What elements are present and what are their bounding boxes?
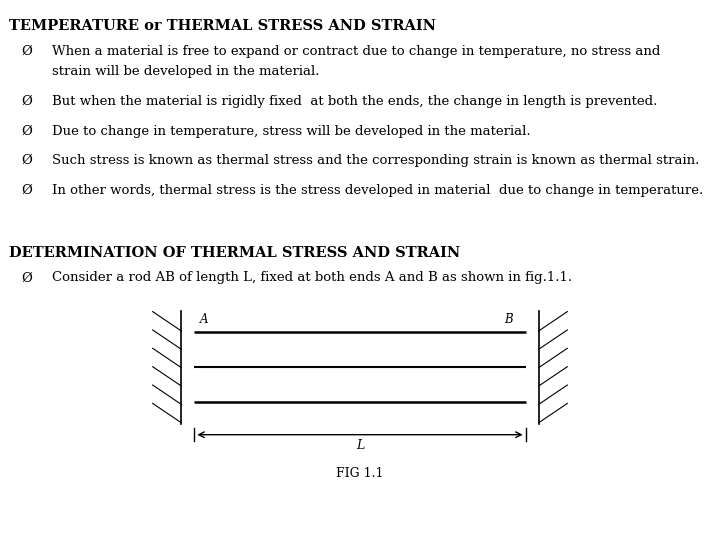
Text: FIG 1.1: FIG 1.1 [336, 467, 384, 480]
Text: Due to change in temperature, stress will be developed in the material.: Due to change in temperature, stress wil… [52, 125, 531, 138]
Text: Ø: Ø [22, 154, 32, 167]
Text: Ø: Ø [22, 125, 32, 138]
Text: A: A [200, 313, 209, 326]
Text: Ø: Ø [22, 184, 32, 197]
Text: Ø: Ø [22, 95, 32, 108]
Text: B: B [504, 313, 513, 326]
Text: TEMPERATURE or THERMAL STRESS AND STRAIN: TEMPERATURE or THERMAL STRESS AND STRAIN [9, 19, 436, 33]
Text: L: L [356, 439, 364, 452]
Text: But when the material is rigidly fixed  at both the ends, the change in length i: But when the material is rigidly fixed a… [52, 95, 657, 108]
Text: strain will be developed in the material.: strain will be developed in the material… [52, 65, 320, 78]
Text: In other words, thermal stress is the stress developed in material  due to chang: In other words, thermal stress is the st… [52, 184, 703, 197]
Text: Consider a rod AB of length L, fixed at both ends A and B as shown in fig.1.1.: Consider a rod AB of length L, fixed at … [52, 272, 572, 285]
Text: Such stress is known as thermal stress and the corresponding strain is known as : Such stress is known as thermal stress a… [52, 154, 699, 167]
Text: When a material is free to expand or contract due to change in temperature, no s: When a material is free to expand or con… [52, 45, 660, 58]
Text: DETERMINATION OF THERMAL STRESS AND STRAIN: DETERMINATION OF THERMAL STRESS AND STRA… [9, 246, 460, 260]
Text: Ø: Ø [22, 45, 32, 58]
Text: Ø: Ø [22, 272, 32, 285]
